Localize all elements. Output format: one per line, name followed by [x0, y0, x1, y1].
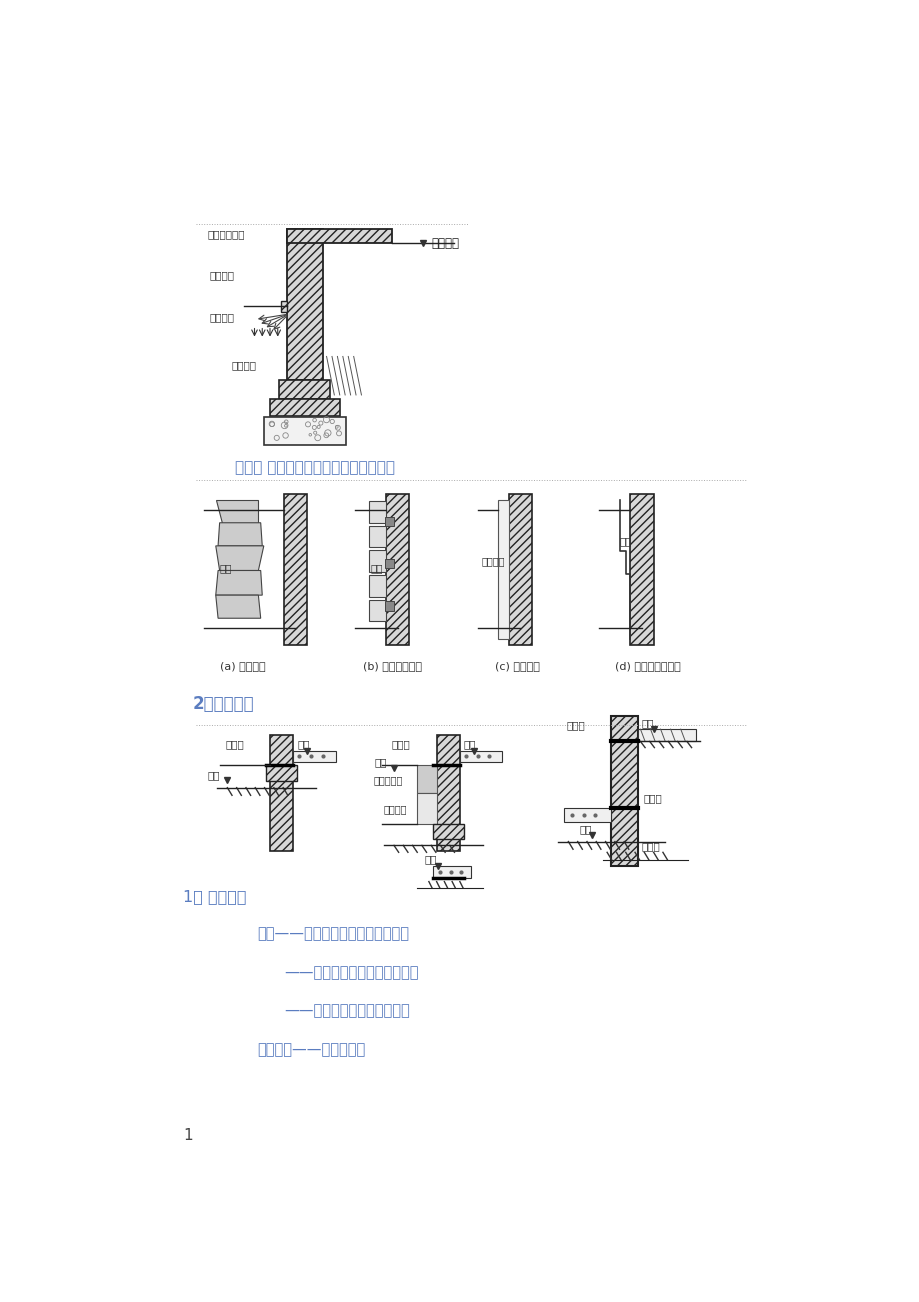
Bar — [437, 736, 460, 850]
Text: 雨水上漏: 雨水上漏 — [210, 271, 234, 280]
Text: 透水材料: 透水材料 — [383, 805, 407, 815]
Text: (c) 抹灰勔脚: (c) 抹灰勔脚 — [494, 660, 539, 671]
Bar — [369, 501, 386, 523]
Text: 室内: 室内 — [297, 740, 310, 749]
Bar — [369, 526, 386, 547]
Text: 防潮层: 防潮层 — [641, 841, 660, 852]
Bar — [369, 600, 386, 621]
Polygon shape — [216, 595, 260, 618]
Bar — [432, 824, 463, 840]
Text: 1: 1 — [183, 1128, 193, 1143]
Bar — [384, 559, 393, 568]
Bar — [638, 729, 696, 741]
Text: (d) 带況口抹灰勔脚: (d) 带況口抹灰勔脚 — [614, 660, 680, 671]
Text: 防潮层: 防潮层 — [565, 720, 584, 730]
Text: 室内: 室内 — [425, 854, 437, 865]
Text: 雨水下渗: 雨水下渗 — [210, 311, 234, 322]
Text: 位置——室内地面混凝土坠层范围内: 位置——室内地面混凝土坠层范围内 — [256, 926, 408, 941]
Text: 室内: 室内 — [463, 740, 476, 749]
Bar — [417, 793, 437, 824]
Polygon shape — [216, 570, 262, 595]
Text: (b) 石板贴面勔脚: (b) 石板贴面勔脚 — [363, 660, 422, 671]
Text: 不透水材料: 不透水材料 — [373, 775, 402, 785]
Bar — [432, 866, 471, 878]
Bar — [280, 301, 287, 311]
Bar — [284, 493, 307, 646]
Bar — [293, 751, 335, 762]
Text: 防潮层: 防潮层 — [643, 793, 662, 803]
Text: 石板: 石板 — [370, 562, 383, 573]
Text: (a) 毛石勔脚: (a) 毛石勔脚 — [220, 660, 265, 671]
Bar — [384, 517, 393, 526]
Bar — [269, 736, 293, 850]
Bar — [497, 500, 508, 639]
Polygon shape — [218, 523, 262, 546]
Text: 1） 水平防潮: 1） 水平防潮 — [183, 889, 246, 905]
Text: 水泥砂层: 水泥砂层 — [481, 557, 505, 566]
Bar — [564, 809, 610, 822]
Text: 拉墙湅雨雨水: 拉墙湅雨雨水 — [208, 229, 245, 240]
Text: 类型： 石砖勔脚、抄灰勔脚、贴面勔脚: 类型： 石砖勔脚、抄灰勔脚、贴面勔脚 — [235, 461, 394, 475]
Text: 室内地平: 室内地平 — [431, 237, 459, 250]
Text: 室内: 室内 — [641, 719, 653, 728]
Bar — [417, 764, 437, 793]
Bar — [386, 493, 409, 646]
Bar — [264, 417, 346, 445]
Polygon shape — [216, 546, 264, 570]
Text: 防潮层: 防潮层 — [391, 740, 410, 749]
Bar — [460, 751, 502, 762]
Text: 室外: 室外 — [374, 756, 387, 767]
Text: 戜口: 戜口 — [618, 536, 631, 546]
Text: ——雨水飞溅到墙面高度以上: ——雨水飞溅到墙面高度以上 — [284, 1004, 409, 1018]
Text: 地下湿气: 地下湿气 — [231, 361, 256, 370]
Bar — [287, 229, 392, 243]
Bar — [610, 716, 638, 866]
Text: 2、墙身防潮: 2、墙身防潮 — [192, 695, 254, 713]
Bar — [508, 493, 531, 646]
Text: 毛石: 毛石 — [220, 562, 232, 573]
Bar — [287, 229, 323, 380]
Bar — [384, 602, 393, 611]
Bar — [269, 398, 339, 417]
Bar — [369, 575, 386, 596]
Bar — [266, 764, 297, 781]
Bar — [279, 380, 330, 398]
Bar — [369, 551, 386, 572]
Text: 室外: 室外 — [208, 769, 221, 780]
Text: 室内: 室内 — [579, 824, 592, 833]
Text: ——室内地面标高下一皮砖位置: ——室内地面标高下一皮砖位置 — [284, 965, 418, 979]
Bar — [630, 493, 652, 646]
Polygon shape — [216, 500, 258, 523]
Text: 防潮层: 防潮层 — [225, 740, 244, 749]
Text: 构造做法——卷材防潮层: 构造做法——卷材防潮层 — [256, 1042, 365, 1057]
